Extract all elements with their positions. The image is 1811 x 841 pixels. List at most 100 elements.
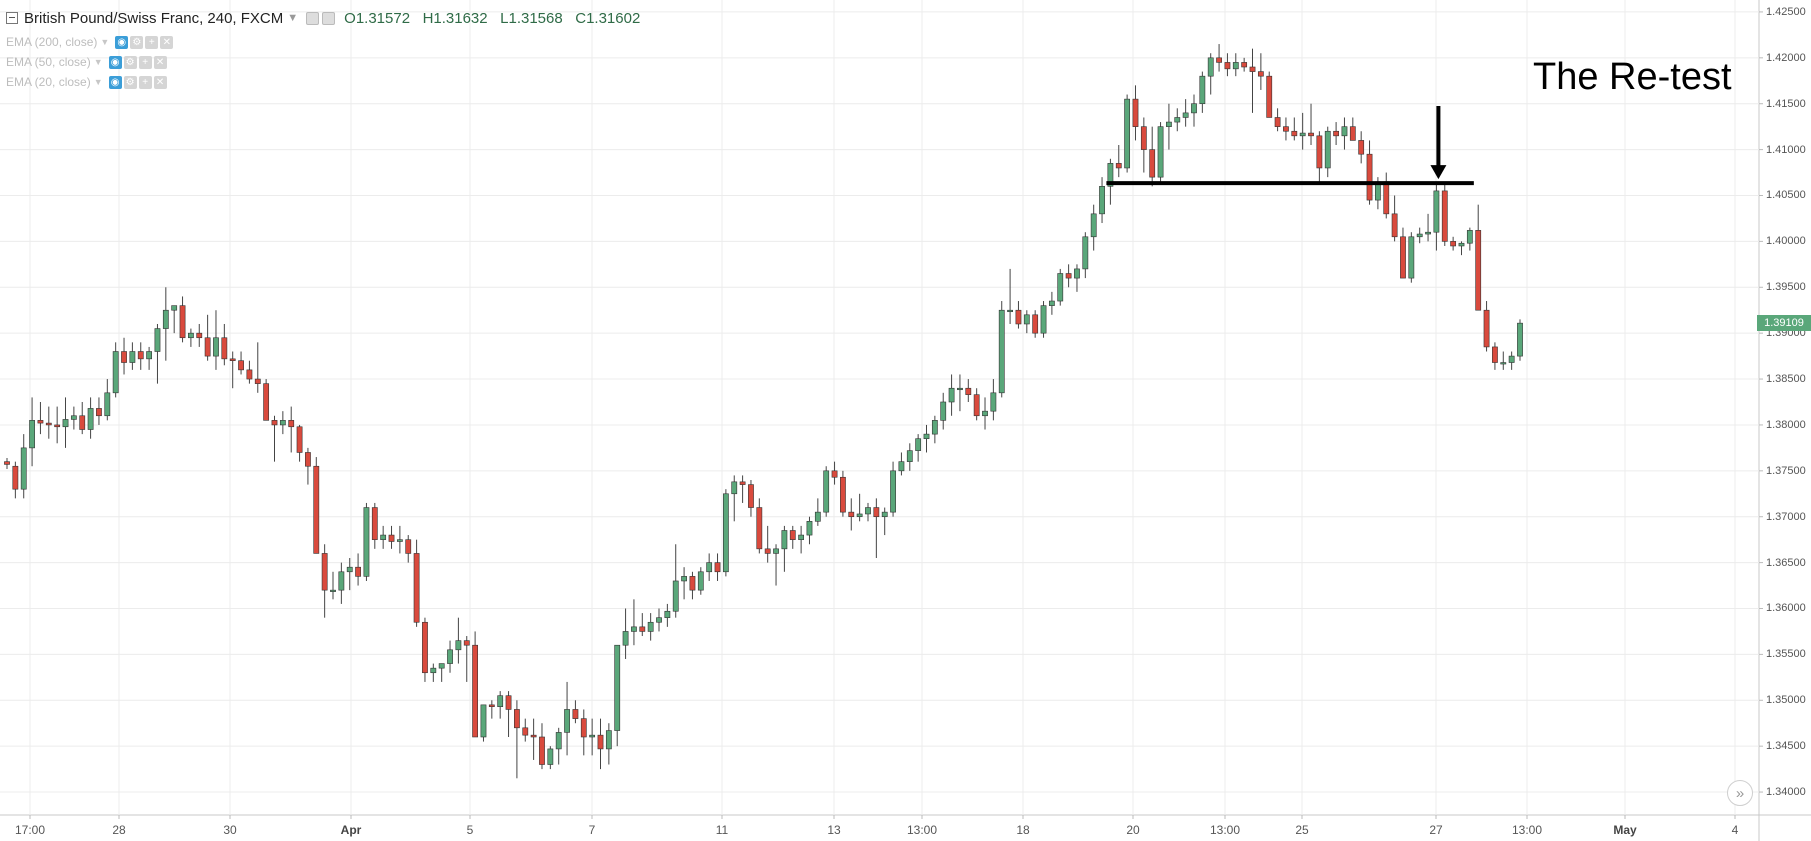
candle-body: [179, 305, 186, 339]
candle: [1408, 232, 1415, 283]
candle: [1132, 85, 1139, 141]
candle-body: [121, 351, 127, 363]
time-tick-label: 13:00: [1209, 823, 1241, 837]
gear-icon[interactable]: ⚙: [130, 35, 144, 49]
candle: [472, 631, 479, 738]
study-ema-20[interactable]: EMA (20, close) ▼ ◉ ⚙ + ✕: [6, 74, 169, 90]
eye-icon[interactable]: ◉: [115, 35, 129, 49]
price-tick-label: 1.36000: [1766, 602, 1806, 615]
time-tick-label: 5: [466, 823, 474, 837]
candle: [814, 498, 821, 526]
candle-body: [296, 426, 303, 453]
candle-body: [162, 309, 169, 329]
candle-body: [20, 447, 27, 490]
candle-body: [447, 649, 453, 664]
plus-icon[interactable]: +: [138, 55, 152, 69]
collapse-toggle-icon[interactable]: [6, 12, 18, 24]
hide-icon[interactable]: [322, 11, 336, 25]
candle-body: [848, 511, 855, 518]
candle: [1441, 181, 1448, 246]
time-tick-label: 17:00: [14, 823, 46, 837]
candle-body: [1425, 231, 1431, 235]
low-value: L1.31568: [500, 9, 563, 27]
candle: [1082, 232, 1089, 279]
plus-icon[interactable]: +: [145, 35, 159, 49]
candle: [789, 525, 796, 549]
candle-body: [54, 424, 61, 428]
time-tick-label: May: [1613, 823, 1637, 837]
candle: [806, 516, 813, 545]
candle-body: [1466, 230, 1473, 244]
price-tick-label: 1.40500: [1766, 189, 1806, 202]
gear-icon[interactable]: ⚙: [123, 55, 137, 69]
candle: [112, 342, 119, 398]
candle: [940, 392, 947, 430]
close-icon[interactable]: ✕: [153, 55, 167, 69]
candle-body: [380, 534, 387, 540]
chevron-down-icon[interactable]: ▼: [93, 57, 103, 67]
candle-body: [188, 332, 194, 339]
candle-body: [1408, 236, 1415, 279]
candle: [1466, 227, 1473, 251]
chevron-down-icon[interactable]: ▼: [93, 77, 103, 87]
close-icon[interactable]: ✕: [153, 75, 167, 89]
candle-body: [29, 420, 35, 449]
candle-body: [957, 387, 963, 391]
candle: [330, 571, 336, 600]
candle: [254, 342, 261, 393]
candle: [87, 397, 94, 439]
scroll-to-realtime-button[interactable]: »: [1727, 780, 1753, 806]
price-tick-label: 1.41500: [1766, 97, 1806, 110]
candle-body: [104, 392, 111, 417]
candle-body: [129, 351, 136, 363]
candle-body: [764, 548, 771, 554]
settings-icon[interactable]: [306, 11, 320, 25]
close-icon[interactable]: ✕: [160, 35, 174, 49]
symbol-title[interactable]: British Pound/Swiss Franc, 240, FXCM: [24, 9, 284, 27]
price-tick-label: 1.34000: [1766, 786, 1806, 799]
time-tick-label: 20: [1126, 823, 1140, 837]
candle-body: [79, 415, 86, 430]
candle: [1333, 122, 1339, 146]
plus-icon[interactable]: +: [138, 75, 152, 89]
candle: [1241, 57, 1248, 72]
candle-body: [1333, 130, 1339, 137]
candle-body: [940, 401, 947, 421]
candle-body: [1015, 309, 1022, 325]
candle-body: [96, 408, 102, 417]
study-ema-50[interactable]: EMA (50, close) ▼ ◉ ⚙ + ✕: [6, 54, 169, 70]
candle-body: [330, 589, 336, 592]
candle-body: [530, 734, 537, 738]
candle-body: [789, 530, 796, 540]
candle-body: [1082, 236, 1089, 270]
gear-icon[interactable]: ⚙: [123, 75, 137, 89]
candle-body: [1174, 117, 1181, 123]
candle: [355, 553, 361, 586]
candle-body: [1132, 98, 1139, 127]
eye-icon[interactable]: ◉: [108, 75, 122, 89]
candle: [129, 342, 136, 370]
candle: [547, 746, 554, 770]
chevron-down-icon[interactable]: ▼: [100, 37, 110, 47]
time-tick-label: 13: [827, 823, 841, 837]
study-ema-200[interactable]: EMA (200, close) ▼ ◉ ⚙ + ✕: [6, 34, 175, 50]
high-value: H1.31632: [422, 9, 488, 27]
candle-body: [1500, 362, 1507, 365]
candle-body: [463, 640, 470, 646]
candle: [831, 461, 838, 485]
chevron-down-icon[interactable]: ▼: [287, 12, 299, 24]
candle: [179, 296, 186, 343]
candle-body: [739, 481, 746, 485]
candle: [756, 498, 763, 554]
study-label: EMA (50, close): [6, 55, 91, 69]
candle-body: [1216, 57, 1222, 63]
candle-body: [580, 718, 587, 738]
candle-body: [1366, 153, 1373, 201]
eye-icon[interactable]: ◉: [108, 55, 122, 69]
candle-body: [681, 576, 687, 582]
candle: [497, 691, 504, 719]
candle: [422, 617, 428, 682]
candle: [1249, 48, 1256, 113]
candle-body: [1157, 126, 1164, 178]
